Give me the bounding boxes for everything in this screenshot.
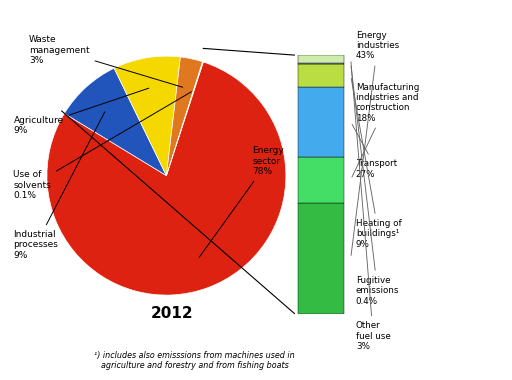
Text: Manufacturing
industries and
construction
18%: Manufacturing industries and constructio…: [352, 82, 419, 177]
Bar: [298, 157, 344, 203]
Text: ¹) includes also emisssions from machines used in
agriculture and forestry and f: ¹) includes also emisssions from machine…: [94, 351, 295, 370]
Text: Waste
management
3%: Waste management 3%: [29, 35, 183, 87]
Text: Energy
sector
78%: Energy sector 78%: [199, 146, 284, 257]
Bar: [298, 203, 344, 314]
Text: Use of
solvents
0.1%: Use of solvents 0.1%: [13, 92, 191, 200]
Text: Transport
27%: Transport 27%: [352, 124, 397, 179]
Text: Agriculture
9%: Agriculture 9%: [13, 88, 149, 135]
Text: Heating of
buildings¹
9%: Heating of buildings¹ 9%: [351, 78, 401, 249]
Wedge shape: [166, 57, 203, 176]
Text: 2012: 2012: [151, 306, 194, 320]
Bar: [298, 87, 344, 157]
Wedge shape: [65, 68, 166, 176]
Bar: [298, 55, 344, 63]
Wedge shape: [114, 56, 180, 176]
Text: Other
fuel use
3%: Other fuel use 3%: [351, 62, 391, 351]
Wedge shape: [166, 62, 203, 176]
Wedge shape: [47, 62, 286, 295]
Bar: [298, 63, 344, 64]
Text: Energy
industries
43%: Energy industries 43%: [351, 31, 399, 255]
Text: Industrial
processes
9%: Industrial processes 9%: [13, 112, 105, 260]
Text: Fugitive
emissions
0.4%: Fugitive emissions 0.4%: [351, 66, 399, 306]
Bar: [298, 64, 344, 87]
